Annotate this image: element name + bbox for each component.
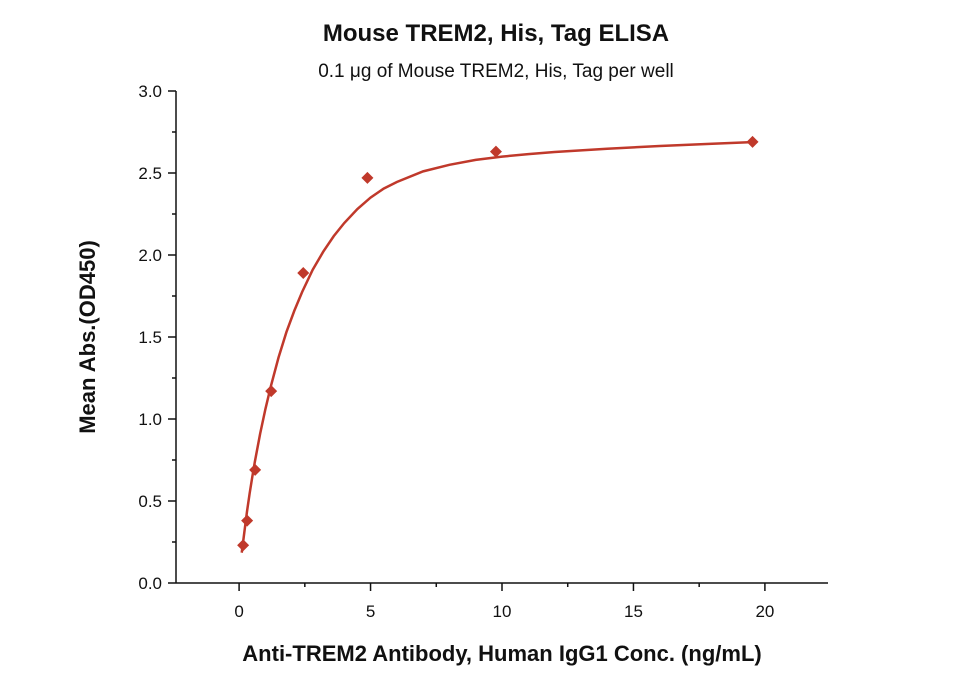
x-axis-label: Anti-TREM2 Antibody, Human IgG1 Conc. (n… (242, 641, 761, 666)
chart-title: Mouse TREM2, His, Tag ELISA (323, 20, 669, 47)
x-tick-label: 0 (234, 602, 243, 621)
data-point (297, 267, 310, 280)
chart-subtitle: 0.1 μg of Mouse TREM2, His, Tag per well (318, 61, 674, 82)
y-tick-label: 2.0 (138, 246, 162, 265)
data-point (265, 385, 278, 398)
x-axis-ticks: 0 5 10 15 20 (234, 583, 774, 621)
y-tick-label: 0.0 (138, 574, 162, 593)
y-axis-ticks: 0.0 0.5 1.0 1.5 2.0 2.5 3.0 (138, 82, 176, 593)
data-point (241, 514, 254, 527)
y-tick-label: 3.0 (138, 82, 162, 101)
data-point (237, 539, 250, 552)
y-tick-label: 2.5 (138, 164, 162, 183)
x-tick-label: 15 (624, 602, 643, 621)
y-tick-label: 1.0 (138, 410, 162, 429)
y-axis-label: Mean Abs.(OD450) (75, 240, 100, 434)
data-points (237, 135, 759, 552)
y-tick-label: 0.5 (138, 492, 162, 511)
data-point (361, 171, 374, 184)
data-point (746, 135, 759, 148)
data-point (249, 463, 262, 476)
y-tick-label: 1.5 (138, 328, 162, 347)
x-tick-label: 5 (366, 602, 375, 621)
data-point (489, 145, 502, 158)
x-tick-label: 20 (755, 602, 774, 621)
x-tick-label: 10 (493, 602, 512, 621)
fit-curve (240, 140, 752, 553)
